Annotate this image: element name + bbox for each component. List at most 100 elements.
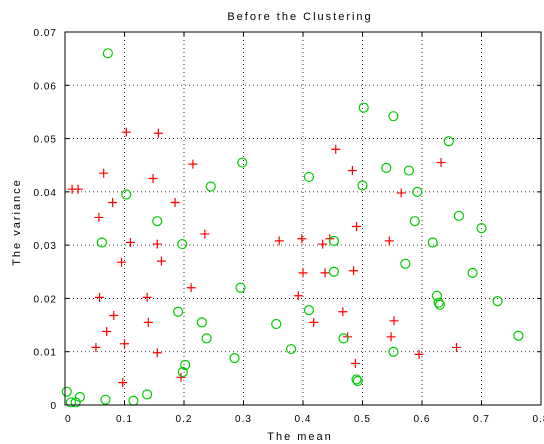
y-tick-labels: 0 0.01 0.02 0.03 0.04 0.05 0.06 0.07 xyxy=(34,28,57,412)
circle-marker xyxy=(177,238,188,250)
circle-marker xyxy=(96,237,107,248)
plus-marker xyxy=(176,372,186,382)
circle-marker xyxy=(205,181,216,192)
circle-marker xyxy=(338,333,349,344)
plus-marker xyxy=(142,292,152,302)
x-tick-labels: 0 0.1 0.2 0.3 0.4 0.5 0.6 0.7 0.8 xyxy=(65,414,544,425)
plus-marker xyxy=(347,166,357,176)
plus-marker xyxy=(143,317,153,327)
plus-marker xyxy=(200,229,210,239)
circle-marker xyxy=(388,346,399,357)
plus-marker xyxy=(318,239,328,249)
plus-marker xyxy=(121,127,131,137)
circle-marker xyxy=(403,165,415,176)
circle-marker xyxy=(351,374,362,385)
plus-marker xyxy=(186,283,196,293)
data-points xyxy=(61,48,524,408)
y-tick-label: 0.02 xyxy=(34,294,57,305)
circle-marker xyxy=(152,216,163,227)
circle-marker xyxy=(412,186,423,197)
plus-marker xyxy=(389,316,399,326)
plus-marker xyxy=(95,292,105,302)
y-tick-label: 0 xyxy=(50,401,57,412)
plus-marker xyxy=(170,198,180,208)
plus-marker xyxy=(349,266,359,276)
plus-marker xyxy=(293,291,303,301)
circle-marker xyxy=(358,102,369,113)
plus-marker xyxy=(102,326,112,336)
plus-marker xyxy=(152,239,162,249)
plus-marker xyxy=(152,348,162,358)
circle-marker xyxy=(409,216,420,227)
x-tick-label: 0.5 xyxy=(354,414,371,425)
circle-marker xyxy=(237,157,248,168)
circle-marker xyxy=(433,297,444,308)
plus-marker xyxy=(188,159,198,169)
circle-marker xyxy=(381,162,392,173)
plus-marker xyxy=(125,237,135,247)
circle-marker xyxy=(434,299,445,310)
circle-marker xyxy=(196,317,207,328)
circle-marker xyxy=(453,210,464,221)
plus-marker xyxy=(320,268,330,278)
circle-marker xyxy=(74,391,85,403)
plot-frame xyxy=(64,31,542,406)
circle-marker xyxy=(303,305,315,316)
circle-marker xyxy=(142,389,153,400)
circle-marker xyxy=(102,48,113,59)
plus-marker xyxy=(309,317,319,327)
circle-marker xyxy=(271,318,282,330)
y-axis-label: The variance xyxy=(11,178,23,266)
circle-marker xyxy=(201,333,212,344)
circle-marker xyxy=(400,258,411,269)
plus-marker xyxy=(109,310,119,320)
circle-marker xyxy=(513,330,524,341)
plus-marker xyxy=(436,158,446,168)
circle-marker xyxy=(357,180,368,191)
circle-marker xyxy=(172,306,184,317)
circle-marker xyxy=(303,171,315,183)
plus-marker xyxy=(73,184,83,194)
plus-marker xyxy=(338,307,348,317)
y-tick-label: 0.06 xyxy=(34,81,57,92)
x-tick-label: 0.6 xyxy=(414,414,431,425)
plus-marker xyxy=(384,236,394,246)
y-tick-label: 0.03 xyxy=(34,241,57,252)
circle-marker xyxy=(177,366,188,378)
grid-lines xyxy=(65,32,541,405)
circle-marker xyxy=(180,359,191,371)
plus-marker xyxy=(148,174,158,184)
plus-marker xyxy=(108,198,118,208)
circle-marker xyxy=(121,189,132,200)
circle-marker xyxy=(61,386,72,397)
plus-marker xyxy=(331,144,341,154)
plus-marker xyxy=(297,234,307,244)
x-tick-label: 0 xyxy=(65,414,72,425)
y-tick-label: 0.05 xyxy=(34,135,57,146)
circle-marker xyxy=(467,267,478,278)
plus-marker xyxy=(94,212,104,222)
circle-marker xyxy=(65,397,77,408)
plus-marker xyxy=(117,257,127,267)
x-tick-label: 0.7 xyxy=(473,414,490,425)
plus-marker xyxy=(386,332,396,342)
y-tick-label: 0.04 xyxy=(34,188,57,199)
plus-marker xyxy=(91,342,101,352)
y-tick-label: 0.07 xyxy=(34,28,57,39)
circle-marker xyxy=(492,295,503,307)
circle-marker xyxy=(476,222,487,234)
x-tick-label: 0.8 xyxy=(533,414,544,425)
circle-marker xyxy=(229,353,240,364)
plus-marker xyxy=(156,256,166,266)
circle-marker xyxy=(328,266,340,277)
axis-ticks xyxy=(64,31,542,406)
plus-marker xyxy=(118,378,128,388)
x-tick-label: 0.2 xyxy=(176,414,193,425)
x-tick-label: 0.3 xyxy=(235,414,252,425)
circle-marker xyxy=(328,235,340,246)
circle-marker xyxy=(235,282,246,293)
circle-marker xyxy=(388,111,399,122)
plus-marker xyxy=(99,168,109,178)
plus-marker xyxy=(452,342,462,352)
